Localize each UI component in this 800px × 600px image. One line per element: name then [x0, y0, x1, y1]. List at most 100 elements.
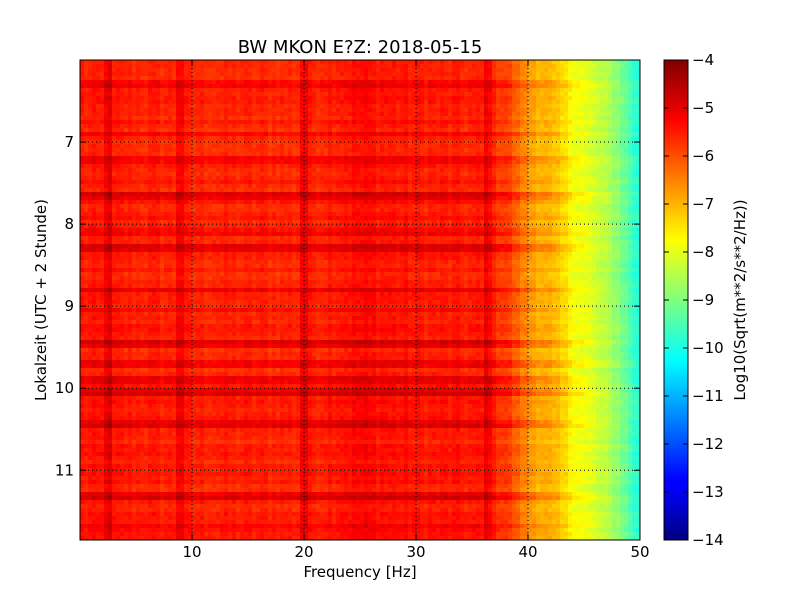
heatmap-cell: [196, 60, 201, 65]
heatmap-cell: [348, 88, 353, 93]
heatmap-cell: [104, 176, 109, 181]
heatmap-cell: [600, 132, 605, 137]
heatmap-cell: [208, 92, 213, 97]
heatmap-cell: [264, 140, 269, 145]
heatmap-cell: [184, 188, 189, 193]
heatmap-cell: [396, 108, 401, 113]
heatmap-cell: [420, 156, 425, 161]
heatmap-cell: [344, 148, 349, 153]
heatmap-cell: [608, 120, 613, 125]
heatmap-cell: [400, 152, 405, 157]
heatmap-cell: [456, 176, 461, 181]
heatmap-cell: [200, 144, 205, 149]
heatmap-cell: [124, 144, 129, 149]
heatmap-cell: [196, 144, 201, 149]
heatmap-cell: [376, 112, 381, 117]
heatmap-cell: [168, 156, 173, 161]
heatmap-cell: [104, 72, 109, 77]
heatmap-cell: [100, 104, 105, 109]
heatmap-cell: [560, 96, 565, 101]
heatmap-cell: [424, 152, 429, 157]
heatmap-cell: [256, 184, 261, 189]
heatmap-cell: [84, 156, 89, 161]
heatmap-cell: [612, 160, 617, 165]
heatmap-cell: [396, 180, 401, 185]
heatmap-cell: [344, 100, 349, 105]
heatmap-cell: [412, 64, 417, 69]
heatmap-cell: [124, 176, 129, 181]
heatmap-cell: [452, 64, 457, 69]
heatmap-cell: [364, 84, 369, 89]
heatmap-cell: [476, 140, 481, 145]
heatmap-cell: [236, 132, 241, 137]
heatmap-cell: [616, 196, 621, 201]
heatmap-cell: [248, 148, 253, 153]
heatmap-cell: [488, 192, 493, 197]
heatmap-cell: [268, 84, 273, 89]
heatmap-cell: [120, 160, 125, 165]
heatmap-cell: [152, 144, 157, 149]
heatmap-cell: [212, 76, 217, 81]
heatmap-cell: [468, 76, 473, 81]
heatmap-cell: [408, 152, 413, 157]
heatmap-cell: [360, 84, 365, 89]
heatmap-cell: [140, 84, 145, 89]
heatmap-cell: [464, 148, 469, 153]
heatmap-cell: [96, 76, 101, 81]
heatmap-cell: [112, 140, 117, 145]
heatmap-cell: [256, 168, 261, 173]
heatmap-cell: [600, 104, 605, 109]
heatmap-cell: [324, 192, 329, 197]
heatmap-cell: [352, 160, 357, 165]
heatmap-cell: [408, 164, 413, 169]
heatmap-cell: [512, 120, 517, 125]
heatmap-cell: [228, 68, 233, 73]
heatmap-cell: [392, 140, 397, 145]
heatmap-cell: [84, 180, 89, 185]
heatmap-cell: [264, 116, 269, 121]
heatmap-cell: [236, 60, 241, 65]
heatmap-cell: [100, 160, 105, 165]
heatmap-cell: [632, 96, 637, 101]
heatmap-cell: [612, 188, 617, 193]
heatmap-cell: [588, 132, 593, 137]
heatmap-cell: [168, 60, 173, 65]
heatmap-cell: [224, 184, 229, 189]
heatmap-cell: [480, 180, 485, 185]
heatmap-cell: [336, 112, 341, 117]
heatmap-cell: [276, 96, 281, 101]
heatmap-cell: [292, 64, 297, 69]
heatmap-cell: [128, 104, 133, 109]
heatmap-cell: [296, 168, 301, 173]
heatmap-cell: [360, 168, 365, 173]
heatmap-cell: [536, 96, 541, 101]
heatmap-cell: [376, 144, 381, 149]
heatmap-cell: [220, 64, 225, 69]
heatmap-cell: [112, 116, 117, 121]
heatmap-cell: [260, 100, 265, 105]
heatmap-cell: [292, 96, 297, 101]
heatmap-cell: [524, 112, 529, 117]
heatmap-cell: [548, 164, 553, 169]
heatmap-cell: [584, 120, 589, 125]
heatmap-cell: [476, 128, 481, 133]
heatmap-cell: [384, 172, 389, 177]
heatmap-cell: [492, 132, 497, 137]
heatmap-cell: [216, 72, 221, 77]
heatmap-cell: [140, 96, 145, 101]
heatmap-cell: [260, 88, 265, 93]
heatmap-cell: [384, 80, 389, 85]
heatmap-cell: [596, 80, 601, 85]
heatmap-cell: [568, 188, 573, 193]
heatmap-cell: [604, 116, 609, 121]
heatmap-cell: [152, 192, 157, 197]
heatmap-cell: [324, 176, 329, 181]
heatmap-cell: [88, 176, 93, 181]
heatmap-cell: [364, 64, 369, 69]
heatmap-cell: [616, 192, 621, 197]
heatmap-cell: [88, 68, 93, 73]
heatmap-cell: [188, 84, 193, 89]
heatmap-cell: [548, 196, 553, 201]
heatmap-cell: [552, 124, 557, 129]
heatmap-cell: [384, 72, 389, 77]
